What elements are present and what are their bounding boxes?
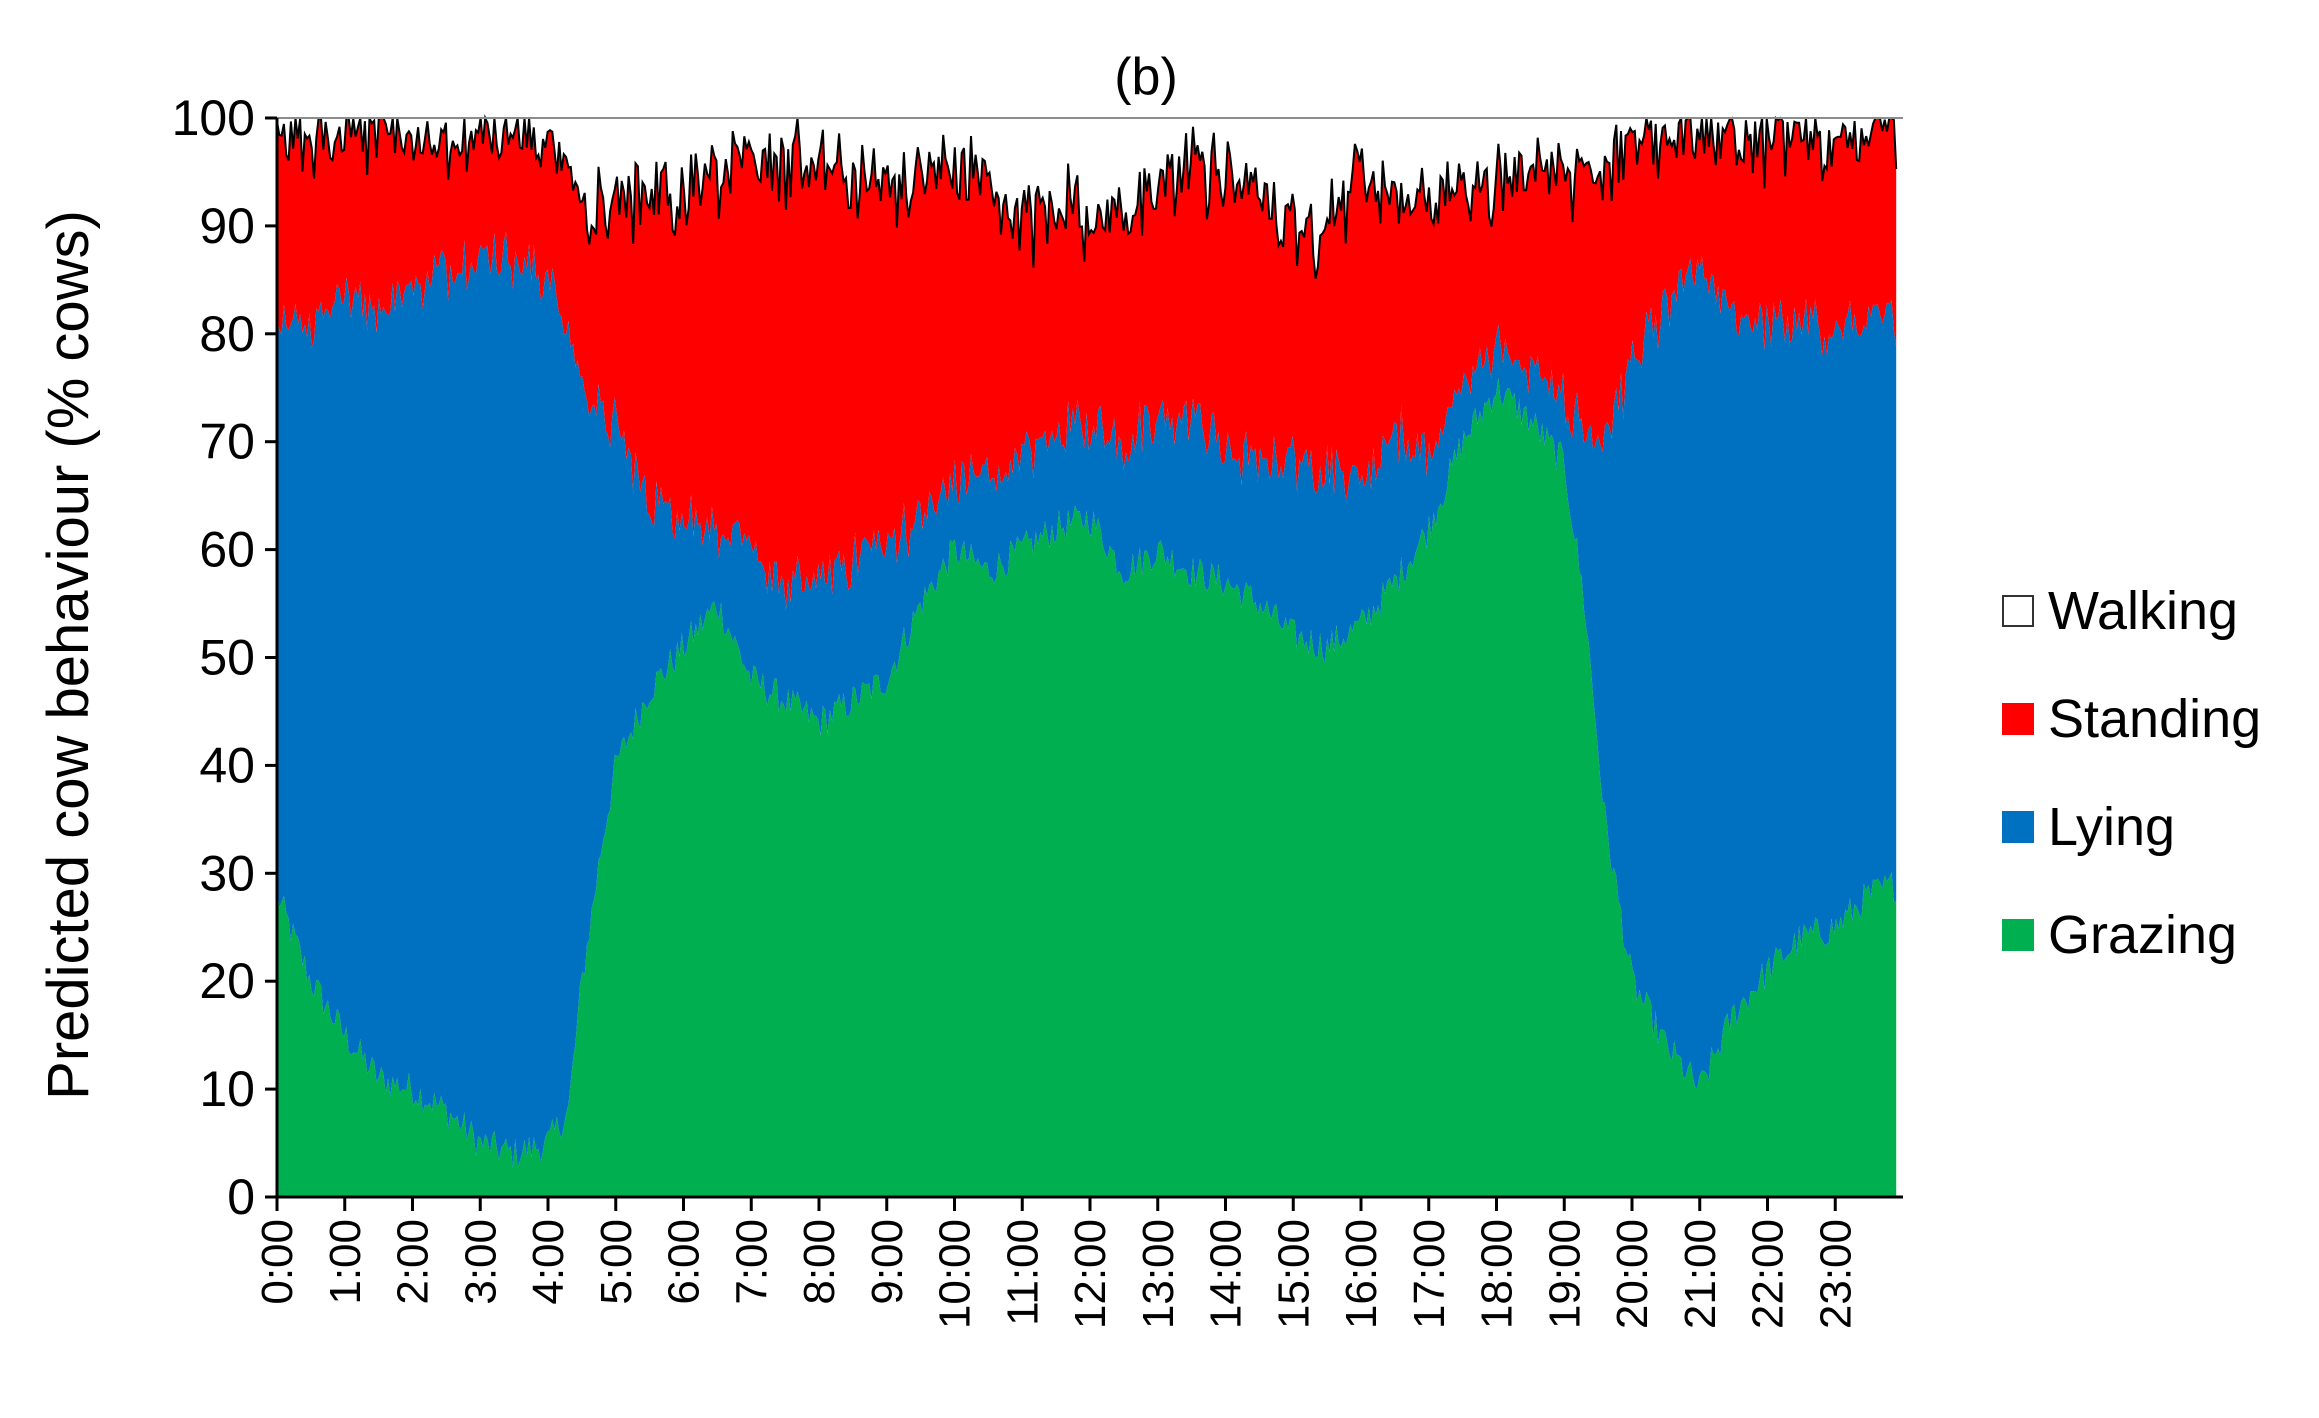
x-tick-label: 17:00 [1405, 1219, 1454, 1329]
y-tick-label: 0 [227, 1169, 255, 1225]
y-tick-label: 50 [199, 630, 255, 686]
y-tick-label: 10 [199, 1061, 255, 1117]
legend-label-lying: Lying [2048, 797, 2175, 857]
x-tick-label: 7:00 [727, 1219, 776, 1305]
y-axis-ticks: 0 10 20 30 40 50 60 70 80 90 100 [172, 90, 277, 1225]
x-tick-label: 14:00 [1202, 1219, 1251, 1329]
legend-label-walking: Walking [2048, 581, 2238, 641]
legend-swatch-grazing [2002, 919, 2034, 951]
x-tick-label: 5:00 [592, 1219, 641, 1305]
x-axis-ticks: 0:00 1:00 2:00 3:00 4:00 5:00 6:00 7:00 8:00 9:00… [253, 1197, 1860, 1329]
area-lying [277, 231, 1897, 1168]
y-tick-label: 20 [199, 953, 255, 1009]
chart-title: (b) [1114, 48, 1178, 106]
x-tick-label: 6:00 [660, 1219, 709, 1305]
x-tick-label: 2:00 [389, 1219, 438, 1305]
legend-label-grazing: Grazing [2048, 905, 2237, 965]
x-tick-label: 10:00 [931, 1219, 980, 1329]
legend-label-standing: Standing [2048, 689, 2261, 749]
x-tick-label: 18:00 [1473, 1219, 1522, 1329]
area-walking [277, 118, 1897, 279]
legend: Walking Standing Lying Grazing [2002, 581, 2261, 965]
legend-swatch-standing [2002, 703, 2034, 735]
x-tick-label: 19:00 [1540, 1219, 1589, 1329]
y-tick-label: 90 [199, 198, 255, 254]
standing-top-outline [276, 114, 1898, 279]
x-tick-label: 13:00 [1134, 1219, 1183, 1329]
x-tick-label: 0:00 [253, 1219, 302, 1305]
x-tick-label: 1:00 [321, 1219, 370, 1305]
legend-swatch-lying [2002, 811, 2034, 843]
x-tick-label: 4:00 [524, 1219, 573, 1305]
y-tick-label: 40 [199, 737, 255, 793]
x-tick-label: 23:00 [1811, 1219, 1860, 1329]
x-tick-label: 16:00 [1337, 1219, 1386, 1329]
x-tick-label: 11:00 [998, 1219, 1047, 1326]
x-tick-label: 8:00 [795, 1219, 844, 1305]
stacked-areas [276, 114, 1903, 1198]
y-axis-label: Predicted cow behaviour (% cows) [36, 210, 101, 1100]
y-tick-label: 60 [199, 522, 255, 578]
area-standing [277, 118, 1897, 610]
y-tick-label: 100 [172, 90, 255, 146]
x-tick-label: 22:00 [1744, 1219, 1793, 1329]
y-tick-label: 70 [199, 414, 255, 470]
y-tick-label: 30 [199, 845, 255, 901]
x-tick-label: 15:00 [1269, 1219, 1318, 1329]
x-tick-label: 12:00 [1066, 1219, 1115, 1329]
legend-swatch-walking [2002, 595, 2034, 627]
x-tick-label: 20:00 [1608, 1219, 1657, 1329]
x-tick-label: 9:00 [863, 1219, 912, 1305]
area-grazing [277, 377, 1897, 1198]
y-tick-label: 80 [199, 306, 255, 362]
x-tick-label: 21:00 [1676, 1219, 1725, 1329]
x-tick-label: 3:00 [456, 1219, 505, 1305]
